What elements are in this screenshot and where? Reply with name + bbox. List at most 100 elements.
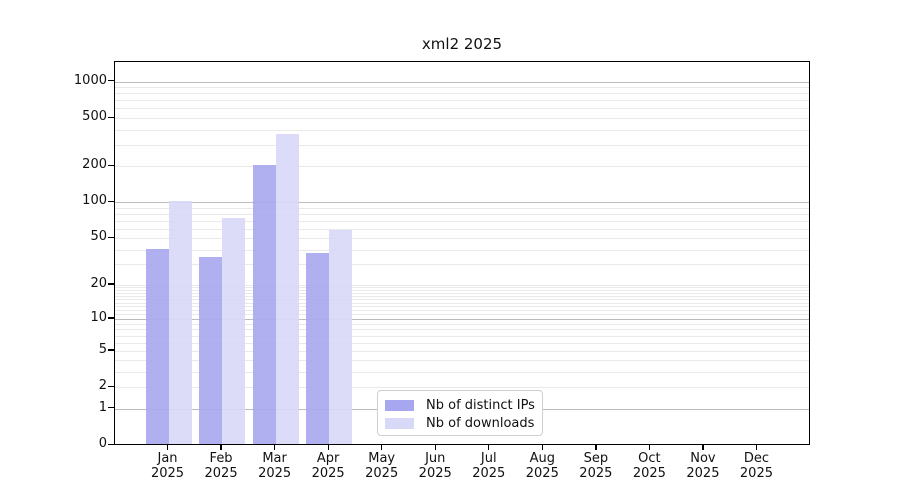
- grid-line-major: [115, 202, 809, 204]
- y-tick-mark: [108, 236, 114, 238]
- y-tick-label: 2: [98, 378, 107, 394]
- grid-line-minor: [115, 335, 809, 337]
- grid-line-minor: [115, 249, 809, 251]
- y-tick-mark: [108, 385, 114, 388]
- grid-line-minor: [115, 166, 809, 168]
- grid-line-minor: [115, 350, 809, 352]
- legend-label-downloads: Nb of downloads: [426, 415, 535, 431]
- bar-downloads: [275, 134, 299, 444]
- x-tick-label: Dec 2025: [739, 451, 773, 481]
- y-tick-label: 1000: [73, 72, 107, 88]
- grid-line-minor: [115, 387, 809, 389]
- y-tick-mark: [108, 407, 114, 409]
- x-tick-mark: [327, 445, 329, 450]
- bar-distinct-ips: [199, 257, 223, 444]
- x-tick-mark: [541, 445, 543, 450]
- x-tick-label: Aug 2025: [525, 451, 559, 481]
- y-tick-mark: [108, 116, 114, 118]
- grid-line-minor: [115, 207, 809, 209]
- legend-swatch-downloads: [385, 417, 414, 429]
- legend: Nb of distinct IPs Nb of downloads: [377, 390, 543, 436]
- y-tick-label: 1: [98, 399, 107, 415]
- y-tick-label: 500: [82, 109, 107, 125]
- grid-line-minor: [115, 87, 809, 89]
- x-tick-mark: [381, 445, 383, 450]
- grid-line-minor: [115, 299, 809, 301]
- y-tick-mark: [108, 349, 114, 351]
- grid-line-minor: [115, 290, 809, 292]
- grid-line-minor: [115, 93, 809, 95]
- grid-line-minor: [115, 213, 809, 215]
- grid-line-minor: [115, 228, 809, 230]
- x-tick-label: Apr 2025: [311, 451, 345, 481]
- grid-line-minor: [115, 292, 809, 294]
- grid-line-minor: [115, 360, 809, 362]
- bar-distinct-ips: [252, 164, 276, 444]
- grid-line-major: [115, 81, 809, 83]
- grid-line-minor: [115, 302, 809, 304]
- x-tick-label: Jan 2025: [150, 451, 185, 481]
- bar-downloads: [168, 201, 192, 444]
- grid-line-minor: [115, 100, 809, 102]
- x-tick-mark: [755, 445, 758, 450]
- grid-line-minor: [115, 310, 809, 312]
- x-tick-label: May 2025: [365, 451, 399, 481]
- bar-downloads: [329, 229, 353, 444]
- grid-line-minor: [115, 295, 809, 297]
- y-tick-label: 10: [90, 309, 107, 325]
- x-tick-label: Mar 2025: [258, 451, 292, 481]
- x-tick-mark: [434, 445, 436, 450]
- x-tick-mark: [488, 445, 490, 450]
- x-tick-mark: [274, 445, 276, 450]
- x-tick-mark: [166, 445, 169, 450]
- x-tick-label: Jun 2025: [418, 451, 452, 481]
- grid-line-minor: [115, 264, 809, 266]
- y-tick-mark: [108, 283, 114, 285]
- y-tick-mark: [108, 80, 114, 82]
- grid-line-minor: [115, 314, 809, 316]
- grid-line-major: [115, 318, 809, 320]
- grid-line-minor: [115, 108, 809, 110]
- legend-item-distinct-ips: Nb of distinct IPs: [385, 396, 535, 414]
- y-tick-label: 20: [90, 275, 107, 291]
- grid-line-minor: [115, 329, 809, 331]
- bar-downloads: [222, 217, 246, 444]
- y-tick-label: 0: [98, 436, 107, 451]
- grid-line-minor: [115, 238, 809, 240]
- y-tick-label: 50: [90, 229, 107, 245]
- x-tick-label: Feb 2025: [204, 451, 238, 481]
- x-tick-label: Jul 2025: [472, 451, 506, 481]
- grid-line-minor: [115, 372, 809, 374]
- bar-distinct-ips: [306, 252, 330, 444]
- legend-item-downloads: Nb of downloads: [385, 414, 534, 432]
- grid-line-minor: [115, 342, 809, 344]
- legend-swatch-distinct-ips: [385, 399, 414, 411]
- grid-line-minor: [115, 323, 809, 325]
- grid-line-minor: [115, 129, 809, 131]
- y-tick-label: 200: [82, 157, 107, 173]
- y-tick-label: 5: [98, 341, 107, 357]
- chart-title: xml2 2025: [421, 35, 503, 53]
- x-tick-label: Sep 2025: [579, 451, 613, 481]
- y-tick-mark: [108, 443, 114, 445]
- grid-line-minor: [115, 287, 809, 289]
- plot-area: [114, 61, 810, 445]
- grid-line-minor: [115, 306, 809, 308]
- x-tick-mark: [702, 445, 704, 450]
- x-tick-mark: [595, 445, 597, 450]
- x-tick-mark: [648, 445, 651, 450]
- grid-line-minor: [115, 220, 809, 222]
- grid-line-minor: [115, 144, 809, 146]
- grid-line-minor: [115, 118, 809, 120]
- x-tick-label: Oct 2025: [632, 451, 666, 481]
- y-tick-mark: [108, 200, 114, 203]
- x-tick-mark: [220, 445, 222, 450]
- legend-label-distinct-ips: Nb of distinct IPs: [426, 397, 535, 413]
- y-tick-mark: [108, 164, 114, 166]
- x-tick-label: Nov 2025: [686, 451, 720, 481]
- y-tick-mark: [108, 317, 114, 319]
- grid-line-minor: [115, 284, 809, 286]
- bar-distinct-ips: [145, 248, 169, 444]
- y-tick-label: 100: [82, 193, 107, 209]
